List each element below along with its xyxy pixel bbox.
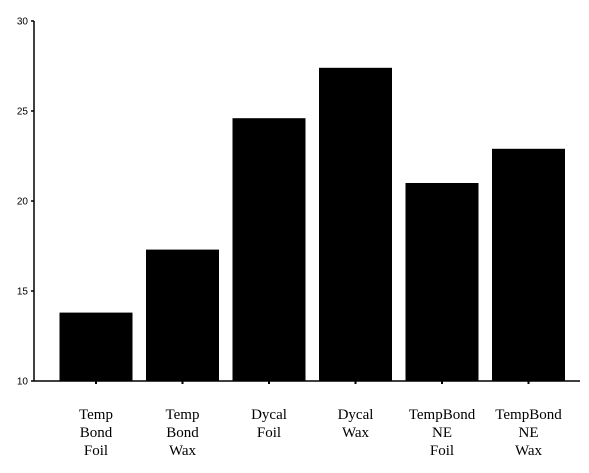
x-tick-label-line: Temp (79, 407, 113, 423)
x-tick-label-line: Dycal (338, 407, 374, 423)
y-tick-label: 20 (17, 197, 29, 208)
x-tick-label-line: Wax (515, 443, 543, 459)
x-tick-label: TempBond NE Wax (495, 407, 562, 459)
x-tick-label: Temp Bond Foil (79, 407, 113, 459)
x-tick-label-line: Temp (166, 407, 200, 423)
bar (319, 67, 392, 382)
x-tick-label-line: Wax (169, 443, 197, 459)
x-tick-label-line: Bond (80, 425, 113, 441)
bar (405, 183, 479, 381)
x-tick-label-line: Bond (166, 425, 199, 441)
x-tick-label: Dycal Foil (251, 407, 287, 441)
x-tick-label-line: Foil (430, 443, 454, 459)
x-tick-label-line: Wax (342, 425, 370, 441)
x-tick-label-line: NE (519, 425, 539, 441)
x-tick-label-line: Foil (257, 425, 281, 441)
y-tick-label: 25 (17, 107, 29, 118)
x-tick-label-line: TempBond (495, 407, 562, 423)
bar (59, 312, 133, 381)
x-tick-label: Dycal Wax (338, 407, 374, 441)
bar (232, 118, 306, 381)
y-tick-label: 30 (17, 17, 29, 28)
y-tick-label: 10 (17, 377, 29, 388)
x-tick-label: TempBond NE Foil (409, 407, 476, 459)
bar (146, 249, 219, 381)
y-tick-label: 15 (17, 287, 29, 298)
x-tick-label: Temp Bond Wax (166, 407, 200, 459)
x-tick-label-line: NE (432, 425, 452, 441)
bars (59, 67, 565, 382)
x-tick-label-line: Foil (84, 443, 108, 459)
x-tick-label-line: TempBond (409, 407, 476, 423)
x-tick-label-line: Dycal (251, 407, 287, 423)
bar (492, 148, 565, 381)
